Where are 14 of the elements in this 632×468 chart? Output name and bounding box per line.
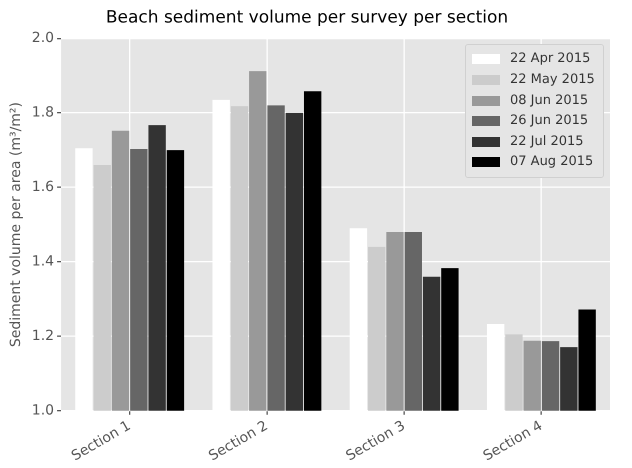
y-tick-label: 1.6 — [32, 178, 54, 195]
y-tick-label: 1.0 — [32, 402, 54, 418]
chart-title: Beach sediment volume per survey per section — [106, 8, 508, 28]
y-tick-label: 1.8 — [32, 104, 54, 121]
legend-label: 22 May 2015 — [510, 72, 595, 87]
y-tick-label: 2.0 — [32, 30, 54, 46]
legend-label: 08 Jun 2015 — [510, 92, 588, 108]
legend-label: 26 Jun 2015 — [510, 113, 588, 128]
legend-label: 22 Jul 2015 — [510, 134, 584, 149]
y-tick-label: 1.4 — [32, 253, 54, 270]
legend-label: 22 Apr 2015 — [510, 51, 590, 66]
y-axis-title: Sediment volume per area (m³/m²) — [8, 102, 24, 348]
legend-label: 07 Aug 2015 — [510, 154, 594, 170]
y-tick-label: 1.2 — [32, 328, 54, 344]
